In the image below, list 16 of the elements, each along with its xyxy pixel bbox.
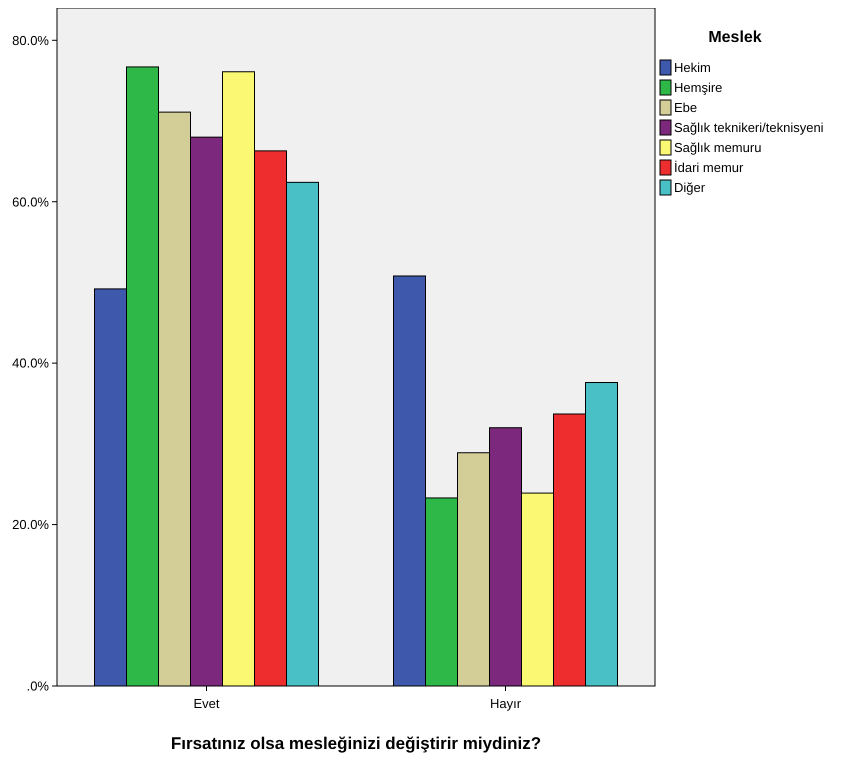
- legend-label: Diğer: [674, 180, 706, 195]
- legend-title: Meslek: [708, 29, 762, 46]
- legend-label: İdari memur: [674, 160, 744, 175]
- y-tick-label: 60.0%: [12, 194, 50, 210]
- legend-label: Ebe: [674, 100, 698, 115]
- legend-label: Hekim: [674, 60, 711, 75]
- x-axis-title: Fırsatınız olsa mesleğinizi değiştirir miydiniz?: [170, 734, 542, 753]
- y-tick-label: 40.0%: [12, 356, 50, 371]
- legend-label: Sağlık teknikeri/teknisyeni: [674, 120, 824, 135]
- y-tick-label: 20.0%: [12, 517, 50, 532]
- y-tick-label: .0%: [26, 678, 50, 694]
- y-tick-label: 80.0%: [12, 32, 50, 48]
- x-tick-label: Evet: [193, 696, 220, 711]
- x-tick-label: Hayır: [490, 696, 522, 711]
- legend-label: Sağlık memuru: [674, 140, 762, 155]
- legend-label: Hemşire: [674, 80, 722, 95]
